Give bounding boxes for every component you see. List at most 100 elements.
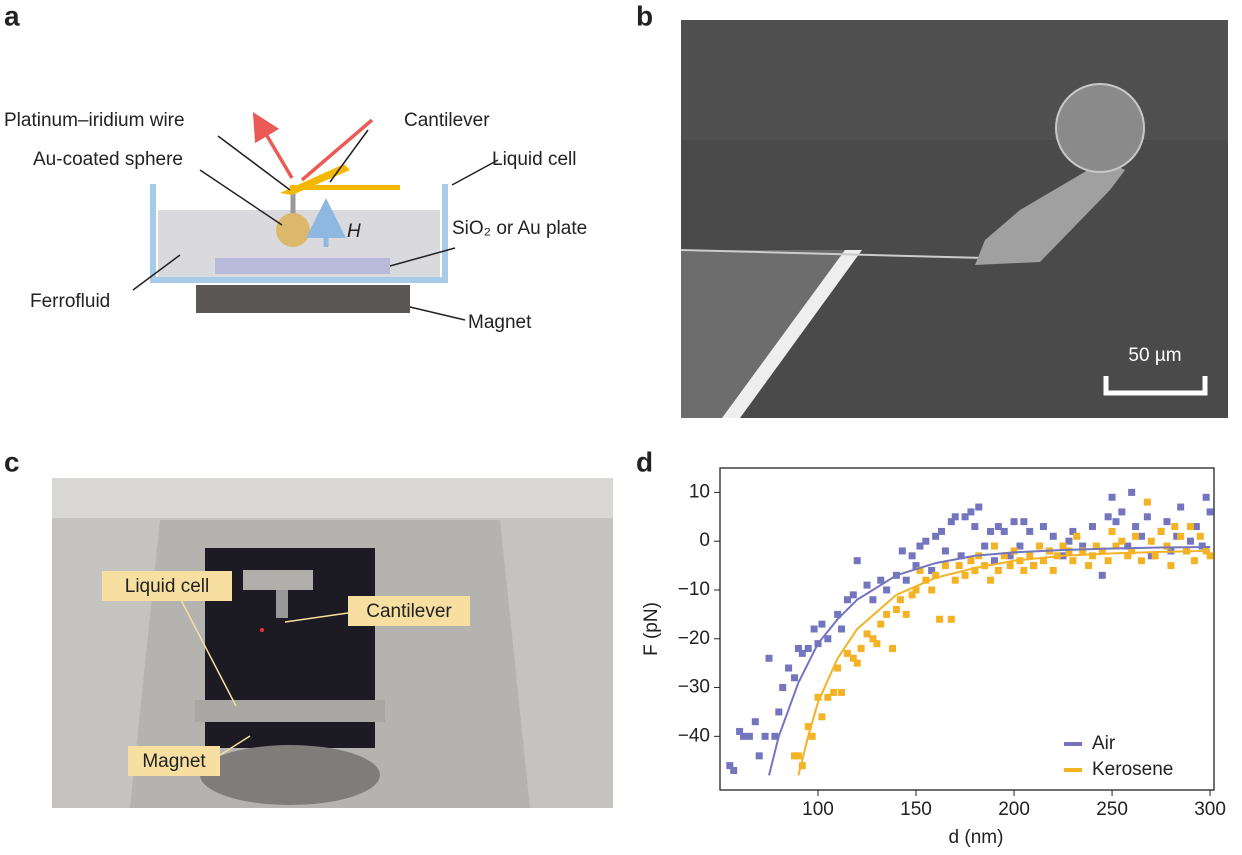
point bbox=[745, 732, 753, 740]
point bbox=[1151, 552, 1159, 560]
leader bbox=[179, 597, 237, 707]
point bbox=[1059, 542, 1067, 550]
point bbox=[1069, 557, 1077, 565]
point bbox=[1163, 518, 1171, 526]
point bbox=[771, 732, 779, 740]
panel-label: c bbox=[4, 446, 20, 477]
point bbox=[1118, 537, 1126, 545]
point bbox=[912, 562, 920, 570]
y-axis-label: F (pN) bbox=[641, 602, 662, 656]
point bbox=[1108, 527, 1116, 535]
point bbox=[951, 576, 959, 584]
point bbox=[1036, 542, 1044, 550]
point bbox=[1192, 523, 1200, 531]
point bbox=[916, 566, 924, 574]
point bbox=[957, 552, 965, 560]
point bbox=[857, 645, 865, 653]
point bbox=[1108, 493, 1116, 501]
point bbox=[1065, 547, 1073, 555]
point bbox=[765, 654, 773, 662]
point bbox=[961, 513, 969, 521]
point bbox=[1020, 518, 1028, 526]
point bbox=[928, 566, 936, 574]
wire-image bbox=[680, 249, 986, 259]
point bbox=[889, 645, 897, 653]
photo: Liquid cell Cantilever Magnet bbox=[52, 478, 613, 808]
y-tick-label: −40 bbox=[678, 725, 710, 746]
point bbox=[1010, 547, 1018, 555]
point bbox=[1132, 532, 1140, 540]
point bbox=[798, 649, 806, 657]
point bbox=[1088, 552, 1096, 560]
point bbox=[755, 752, 763, 760]
label: Au-coated sphere bbox=[33, 149, 183, 170]
point bbox=[1065, 537, 1073, 545]
point bbox=[902, 576, 910, 584]
point bbox=[1132, 523, 1140, 531]
point bbox=[1118, 508, 1126, 516]
point bbox=[1010, 518, 1018, 526]
point bbox=[1143, 513, 1151, 521]
point bbox=[1006, 552, 1014, 560]
point bbox=[1147, 552, 1155, 560]
point bbox=[941, 547, 949, 555]
point bbox=[1186, 537, 1194, 545]
point bbox=[883, 586, 891, 594]
point bbox=[1202, 493, 1210, 501]
label: Magnet bbox=[468, 312, 532, 333]
point bbox=[932, 571, 940, 579]
scale-label: 50 µm bbox=[1128, 345, 1181, 366]
legend-label: Air bbox=[1092, 733, 1116, 754]
chart: d (nm) F (pN) 100 150 200 250 300100−10−20−3… bbox=[641, 467, 1226, 848]
leader bbox=[217, 135, 291, 191]
point bbox=[1098, 571, 1106, 579]
point bbox=[849, 654, 857, 662]
point bbox=[853, 557, 861, 565]
point bbox=[1173, 532, 1181, 540]
micrograph-texture bbox=[681, 20, 1228, 140]
tag bbox=[128, 746, 220, 776]
point bbox=[1112, 542, 1120, 550]
point bbox=[1186, 523, 1194, 531]
point bbox=[849, 591, 857, 599]
point bbox=[824, 635, 832, 643]
point bbox=[790, 752, 798, 760]
x-tick-label: 100 bbox=[802, 799, 834, 820]
point bbox=[1030, 562, 1038, 570]
point bbox=[1190, 557, 1198, 565]
point bbox=[883, 610, 891, 618]
point bbox=[916, 542, 924, 550]
point bbox=[798, 762, 806, 770]
point bbox=[936, 615, 944, 623]
point bbox=[975, 503, 983, 511]
cantilever-shape bbox=[290, 185, 400, 190]
point bbox=[1026, 552, 1034, 560]
fit-line bbox=[768, 546, 1211, 776]
probe bbox=[276, 590, 288, 618]
point bbox=[736, 727, 744, 735]
point bbox=[1016, 542, 1024, 550]
point bbox=[1171, 523, 1179, 531]
point bbox=[990, 542, 998, 550]
point bbox=[951, 513, 959, 521]
point bbox=[971, 566, 979, 574]
point bbox=[987, 576, 995, 584]
point bbox=[838, 688, 846, 696]
substrate-edge bbox=[681, 250, 845, 418]
y-tick-label: −30 bbox=[678, 677, 710, 698]
point bbox=[877, 576, 885, 584]
point bbox=[785, 664, 793, 672]
point bbox=[1124, 542, 1132, 550]
point bbox=[1049, 566, 1057, 574]
sphere-shape bbox=[276, 213, 310, 247]
liquid-cell-shape bbox=[150, 184, 448, 283]
laser-out bbox=[252, 111, 294, 179]
point bbox=[967, 508, 975, 516]
x-tick-label: 300 bbox=[1194, 799, 1226, 820]
point bbox=[990, 557, 998, 565]
point bbox=[794, 645, 802, 653]
point bbox=[896, 596, 904, 604]
point bbox=[1104, 557, 1112, 565]
point bbox=[761, 732, 769, 740]
point bbox=[1069, 527, 1077, 535]
